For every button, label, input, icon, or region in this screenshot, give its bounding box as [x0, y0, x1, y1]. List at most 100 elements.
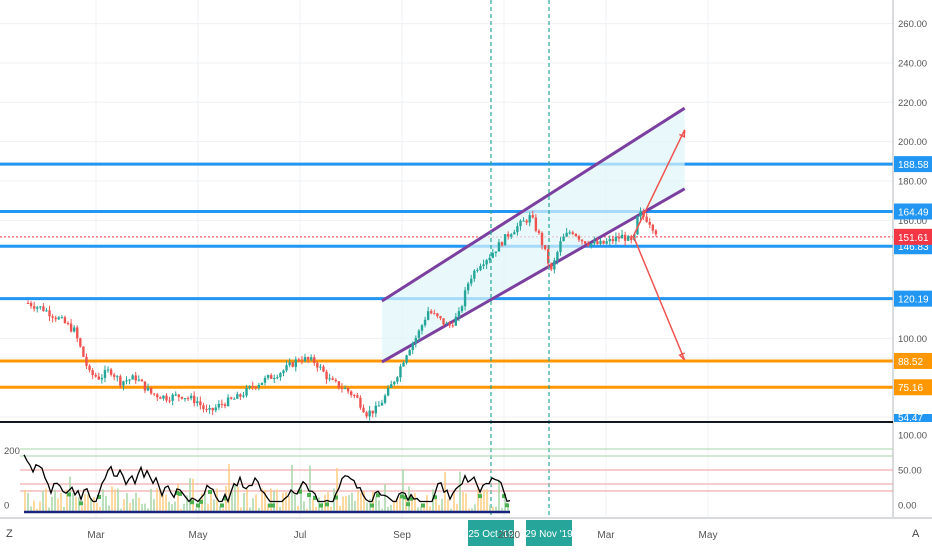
date-marker-box	[468, 520, 514, 546]
candle-body	[119, 376, 122, 386]
histogram-bar	[285, 492, 287, 512]
candle-body	[645, 216, 648, 222]
histogram-bar	[366, 502, 368, 512]
histogram-bar	[267, 503, 269, 512]
candle-body	[470, 278, 473, 284]
candle-body	[617, 236, 621, 239]
histogram-bar	[129, 502, 131, 512]
histogram-bar	[399, 496, 401, 512]
candle-body	[476, 269, 479, 271]
price-tick-label: 240.00	[898, 58, 927, 69]
candle-body	[297, 359, 301, 361]
histogram-bar	[390, 505, 392, 512]
candle-body	[365, 412, 368, 417]
histogram-bar	[99, 506, 101, 512]
arrow-head	[678, 352, 686, 361]
time-tick-label: May	[189, 530, 208, 541]
candle-body	[473, 270, 476, 279]
candle-body	[590, 243, 593, 246]
buy-signal-marker	[409, 496, 413, 501]
candle-body	[159, 397, 162, 399]
candle-body	[528, 215, 531, 223]
time-tick-label: 2020	[498, 530, 521, 541]
histogram-bar	[501, 507, 503, 512]
histogram-bar	[42, 490, 44, 512]
candle-body	[654, 230, 658, 235]
histogram-bar	[189, 478, 191, 512]
candle-body	[436, 313, 439, 317]
histogram-bar	[174, 501, 176, 512]
buy-signal-marker	[334, 495, 338, 500]
buy-signal-marker	[199, 499, 203, 504]
histogram-bar	[54, 489, 56, 512]
auto-scale-button[interactable]: A	[912, 528, 920, 540]
price-tick-label: 100.00	[898, 334, 927, 345]
histogram-bar	[438, 504, 440, 512]
histogram-bar	[48, 507, 50, 512]
histogram-bar	[24, 490, 26, 512]
candle-body	[362, 407, 365, 413]
histogram-bar	[102, 489, 104, 512]
channel-fill	[381, 108, 685, 362]
buy-signal-marker	[208, 489, 212, 494]
price-tick-label: 180.00	[898, 176, 927, 187]
histogram-bar	[402, 469, 404, 512]
candle-body	[251, 386, 254, 388]
histogram-bar	[177, 484, 179, 512]
candle-body	[479, 266, 482, 270]
candle-body	[233, 398, 236, 400]
candle-body	[125, 380, 128, 382]
histogram-bar	[165, 494, 167, 512]
candle-body	[623, 234, 627, 241]
histogram-bar	[120, 508, 122, 512]
candle-body	[334, 379, 337, 382]
candle-body	[88, 365, 91, 371]
candle-body	[112, 374, 116, 377]
candle-body	[423, 319, 427, 326]
price-tag-bg	[894, 379, 932, 396]
candle-body	[488, 257, 491, 261]
candle-body	[556, 252, 559, 261]
candle-body	[408, 350, 411, 356]
buy-signal-marker	[97, 494, 101, 499]
scale-mode-z[interactable]: Z	[6, 528, 13, 540]
bottom-level-label: 54.47	[898, 413, 923, 424]
candle-body	[359, 397, 362, 408]
histogram-bar	[336, 467, 338, 512]
candle-body	[294, 359, 297, 367]
candle-body	[463, 290, 467, 307]
candle-body	[583, 241, 587, 244]
histogram-bar	[249, 507, 251, 512]
histogram-bar	[375, 496, 377, 512]
candle-body	[608, 238, 611, 242]
histogram-bar	[66, 489, 68, 512]
histogram-bar	[507, 503, 509, 512]
candle-body	[543, 245, 547, 250]
candle-body	[513, 232, 516, 235]
histogram-bar	[198, 503, 200, 512]
histogram-bar	[111, 486, 113, 512]
horizontal-levels	[0, 162, 893, 389]
candle-body	[553, 260, 556, 270]
histogram-bar	[171, 504, 173, 512]
candle-body	[448, 323, 451, 326]
candle-body	[269, 375, 273, 379]
candle-body	[420, 325, 424, 331]
histogram-bar	[417, 507, 419, 512]
buy-signal-marker	[298, 489, 302, 494]
candle-body	[559, 241, 562, 253]
candle-body	[377, 405, 381, 407]
histogram-bar	[489, 505, 491, 512]
histogram-bar	[288, 496, 290, 512]
histogram-bar	[474, 504, 476, 512]
histogram-bar	[204, 490, 206, 512]
candle-body	[516, 226, 519, 233]
price-tag-bg	[894, 203, 932, 220]
projection-arrow	[632, 129, 686, 237]
candle-body	[353, 394, 356, 396]
date-marker-box	[526, 520, 572, 546]
histogram-bar	[459, 471, 461, 512]
histogram-bar	[291, 464, 293, 512]
